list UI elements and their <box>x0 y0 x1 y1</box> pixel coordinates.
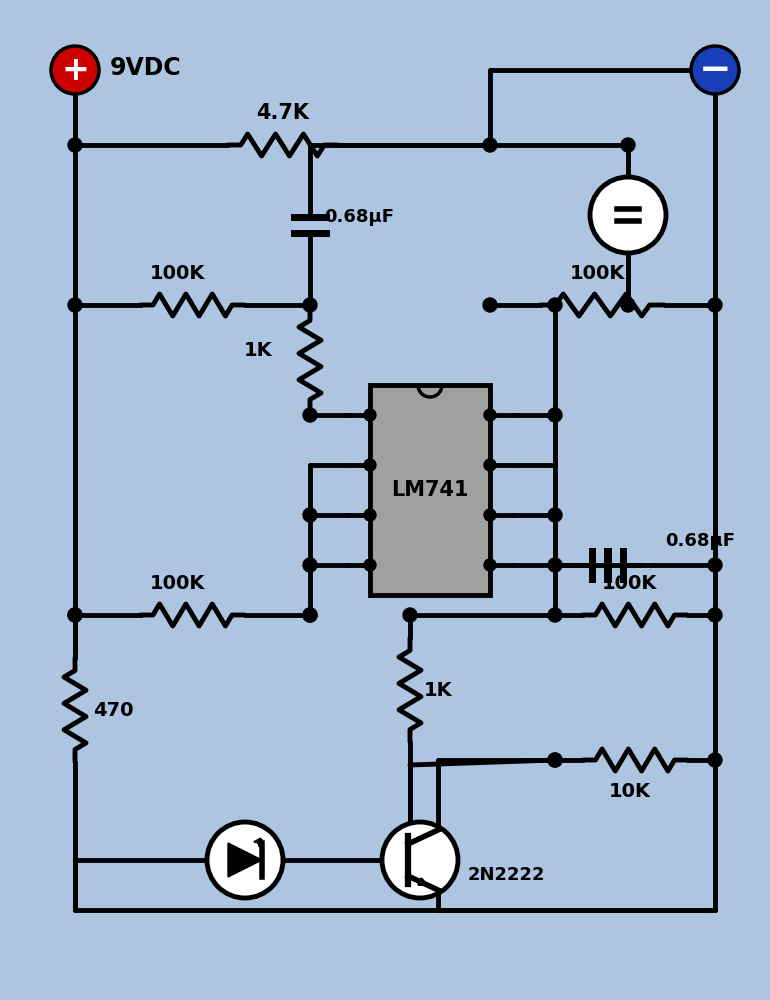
Text: 9VDC: 9VDC <box>110 56 182 80</box>
Text: 470: 470 <box>93 700 133 720</box>
Circle shape <box>364 559 376 571</box>
Text: 100K: 100K <box>602 574 658 593</box>
Circle shape <box>382 822 458 898</box>
Polygon shape <box>228 843 262 877</box>
Text: 2N2222: 2N2222 <box>468 866 545 884</box>
Text: 100K: 100K <box>570 264 625 283</box>
Circle shape <box>621 138 635 152</box>
Circle shape <box>484 509 496 521</box>
Text: 1K: 1K <box>243 340 272 360</box>
Circle shape <box>403 608 417 622</box>
Circle shape <box>364 409 376 421</box>
Text: 0.68μF: 0.68μF <box>324 208 394 226</box>
Circle shape <box>548 558 562 572</box>
Circle shape <box>708 753 722 767</box>
Circle shape <box>68 608 82 622</box>
Circle shape <box>708 608 722 622</box>
FancyBboxPatch shape <box>370 385 490 595</box>
Circle shape <box>303 558 317 572</box>
Circle shape <box>708 298 722 312</box>
Circle shape <box>207 822 283 898</box>
Circle shape <box>548 753 562 767</box>
Circle shape <box>303 608 317 622</box>
Circle shape <box>548 298 562 312</box>
Circle shape <box>548 608 562 622</box>
Circle shape <box>68 138 82 152</box>
Circle shape <box>590 177 666 253</box>
Circle shape <box>483 298 497 312</box>
Text: LM741: LM741 <box>391 480 469 500</box>
Text: 100K: 100K <box>150 264 205 283</box>
Circle shape <box>484 559 496 571</box>
Text: 4.7K: 4.7K <box>256 103 309 123</box>
Circle shape <box>548 408 562 422</box>
Circle shape <box>51 46 99 94</box>
Circle shape <box>691 46 739 94</box>
Text: 100K: 100K <box>150 574 205 593</box>
Text: 0.68μF: 0.68μF <box>665 532 735 550</box>
Text: +: + <box>61 53 89 87</box>
Circle shape <box>548 753 562 767</box>
Text: 10K: 10K <box>609 782 651 801</box>
Circle shape <box>303 298 317 312</box>
Circle shape <box>303 608 317 622</box>
Text: 1K: 1K <box>424 680 453 700</box>
Circle shape <box>548 508 562 522</box>
Circle shape <box>708 558 722 572</box>
Circle shape <box>68 608 82 622</box>
Circle shape <box>303 408 317 422</box>
Text: −: − <box>698 51 731 89</box>
Circle shape <box>484 459 496 471</box>
Circle shape <box>303 508 317 522</box>
Circle shape <box>484 409 496 421</box>
Circle shape <box>364 459 376 471</box>
Circle shape <box>364 509 376 521</box>
Circle shape <box>621 298 635 312</box>
Circle shape <box>483 138 497 152</box>
Circle shape <box>68 298 82 312</box>
